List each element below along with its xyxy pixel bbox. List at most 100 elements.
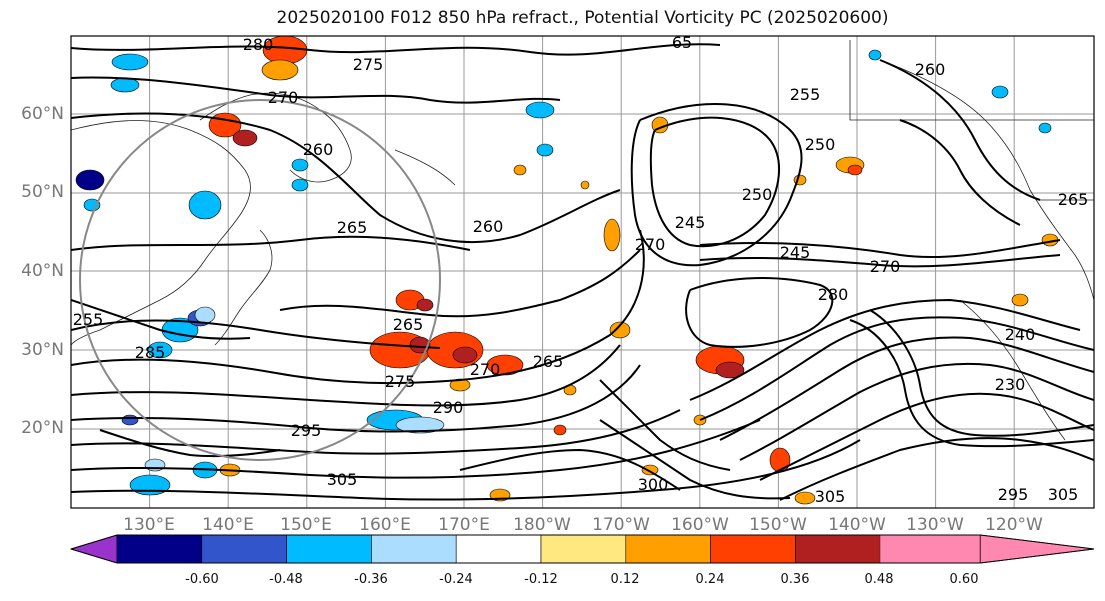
contour-line <box>879 59 1041 201</box>
lat-label-50: 50°N <box>21 182 64 202</box>
lon-label-160w: 160°W <box>671 515 729 535</box>
pv-shade-region <box>261 59 299 81</box>
colorbar-swatch <box>371 534 457 564</box>
colorbar-tick: 0.48 <box>864 572 894 587</box>
range-circle <box>79 99 441 461</box>
colorbar-swatch <box>286 534 372 564</box>
contour-line <box>869 309 1094 437</box>
contour-label: 295 <box>998 485 1029 504</box>
contour-label: 280 <box>243 35 274 54</box>
pv-shade-region <box>129 474 171 496</box>
colorbar-swatch <box>625 534 711 564</box>
pv-shade-region <box>536 143 554 157</box>
contour-line <box>459 448 681 491</box>
pv-shade-region <box>641 464 659 476</box>
contour-line <box>719 336 1094 441</box>
colorbar-tick: -0.60 <box>185 572 219 587</box>
pv-shade-region <box>144 458 166 472</box>
contour-label: 280 <box>818 285 849 304</box>
contour-line <box>71 419 761 479</box>
contour-line <box>689 298 1081 401</box>
colorbar-low-extend <box>69 534 118 564</box>
contour-line <box>685 277 834 348</box>
contour-label: 265 <box>533 352 564 371</box>
colorbar-swatch <box>880 535 981 563</box>
contour-line <box>71 319 441 349</box>
pv-shade-region <box>525 101 555 119</box>
colorbar-swatch <box>201 534 287 564</box>
contour-label: 255 <box>73 310 104 329</box>
contour-label: 65 <box>672 33 692 52</box>
pv-shade-region <box>847 164 863 176</box>
pv-shade-region <box>991 85 1009 99</box>
pv-shade-region <box>553 424 567 436</box>
lon-label-140w: 140°W <box>828 515 886 535</box>
pv-shade-region <box>794 491 816 505</box>
map-title: 2025020100 F012 850 hPa refract., Potent… <box>276 8 889 28</box>
pv-shade-region <box>121 414 139 426</box>
colorbar-swatch <box>116 534 203 564</box>
contour-label: 265 <box>337 218 368 237</box>
pv-shade-region <box>868 49 882 61</box>
contour-label: 250 <box>805 135 836 154</box>
pv-shade-region <box>409 336 431 354</box>
contour-label: 250 <box>742 185 773 204</box>
coastlines <box>71 40 1094 441</box>
colorbar-tick: -0.24 <box>439 572 473 587</box>
pv-shade-region <box>291 158 309 172</box>
lon-label-150w: 150°W <box>749 515 807 535</box>
colorbar-swatch <box>540 534 627 564</box>
contour-line <box>699 254 1061 268</box>
pv-shade-region <box>110 77 140 93</box>
pv-shade-region <box>715 361 745 379</box>
lon-label-180w: 180°W <box>513 515 571 535</box>
contour-label: 240 <box>1005 325 1036 344</box>
contour-label: 265 <box>1058 190 1089 209</box>
lon-label-170w: 170°W <box>592 515 650 535</box>
contour-line <box>630 103 803 267</box>
pv-shade-region <box>416 298 434 312</box>
refractivity-contours <box>71 43 1094 501</box>
colorbar-tick: 0.24 <box>695 572 725 587</box>
contour-label: 295 <box>291 421 322 440</box>
pv-shade-region <box>580 180 590 190</box>
contour-line <box>849 319 1094 448</box>
contour-label: 305 <box>1048 485 1079 504</box>
contour-label: 230 <box>995 375 1026 394</box>
contour-line <box>71 235 471 251</box>
lon-label-160e: 160°E <box>359 515 411 535</box>
pv-shade-region <box>452 346 478 364</box>
pv-shade-region <box>232 129 258 147</box>
contour-label: 260 <box>473 217 504 236</box>
contour-line <box>699 239 1061 259</box>
pv-shade-region <box>609 321 631 339</box>
pv-shade-region <box>147 341 173 359</box>
colorbar-tick: -0.12 <box>524 572 558 587</box>
contour-line <box>71 112 621 244</box>
contour-label: 300 <box>638 475 669 494</box>
lon-label-130w: 130°W <box>906 515 964 535</box>
contour-label: 305 <box>327 470 358 489</box>
pv-shade-region <box>603 218 621 252</box>
contour-line <box>71 439 861 501</box>
colorbar-tick: 0.60 <box>949 572 979 587</box>
colorbar-swatch <box>455 534 542 564</box>
pv-shade-region <box>1038 122 1052 134</box>
contour-label: 290 <box>433 398 464 417</box>
pv-shade-region <box>75 169 105 191</box>
lon-label-120w: 120°W <box>985 515 1043 535</box>
lat-label-20: 20°N <box>21 418 64 438</box>
lon-label-150e: 150°E <box>280 515 332 535</box>
lat-label-60: 60°N <box>21 104 64 124</box>
pv-shade-region <box>194 306 216 324</box>
colorbar-swatch <box>795 534 881 564</box>
contour-label: 305 <box>815 487 846 506</box>
contour-line <box>71 43 721 56</box>
contour-label: 275 <box>353 55 384 74</box>
contour-line <box>99 429 281 458</box>
contour-label: 260 <box>303 140 334 159</box>
contour-label: 270 <box>268 88 299 107</box>
lat-label-40: 40°N <box>21 261 64 281</box>
pv-shade-region <box>188 190 222 220</box>
contour-label: 255 <box>790 85 821 104</box>
